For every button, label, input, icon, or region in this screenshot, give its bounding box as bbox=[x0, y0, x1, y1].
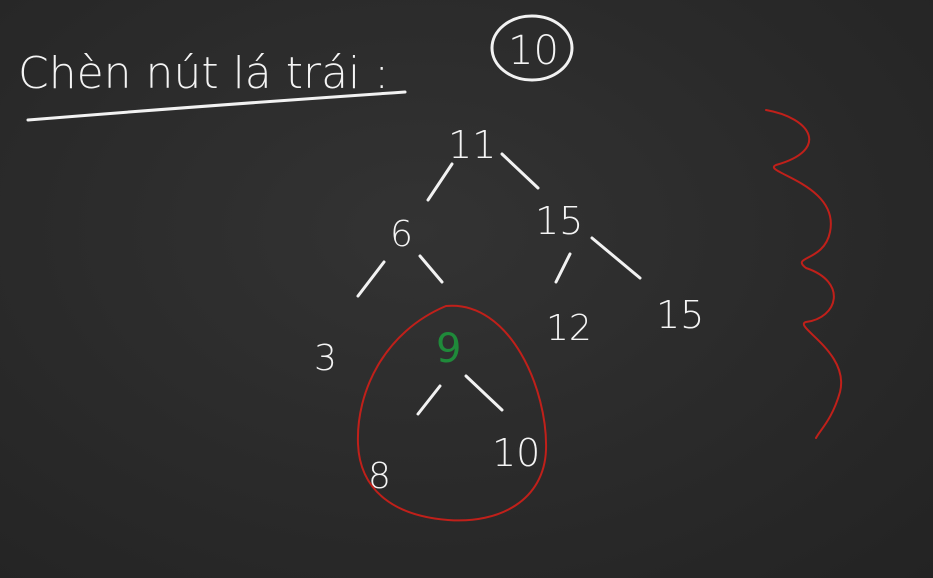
edge-9-8 bbox=[416, 384, 442, 416]
heading-text: Chèn nút lá trái : bbox=[18, 48, 389, 99]
node-left-right: 9 bbox=[436, 326, 461, 372]
edge-11-6 bbox=[426, 162, 454, 202]
edge-11-15 bbox=[500, 152, 540, 190]
node-left-right-left: 8 bbox=[368, 456, 391, 497]
edge-15-15 bbox=[590, 236, 642, 280]
edge-6-3 bbox=[356, 260, 386, 298]
node-right-left: 12 bbox=[546, 308, 592, 349]
node-right-right: 15 bbox=[656, 293, 704, 337]
node-left-right-right: 10 bbox=[492, 431, 540, 475]
edge-6-9 bbox=[418, 254, 444, 284]
heading-circled-value: 10 bbox=[508, 28, 559, 74]
edge-15-12 bbox=[554, 252, 572, 284]
subtree-highlight-circle bbox=[356, 304, 548, 522]
node-root: 11 bbox=[448, 123, 496, 167]
heading-underline bbox=[26, 90, 407, 122]
node-left-left: 3 bbox=[314, 338, 337, 379]
height-brace bbox=[765, 109, 843, 439]
node-left: 6 bbox=[390, 214, 413, 255]
heading-circle bbox=[490, 14, 574, 82]
edge-9-10 bbox=[464, 374, 504, 412]
node-right: 15 bbox=[535, 199, 583, 243]
